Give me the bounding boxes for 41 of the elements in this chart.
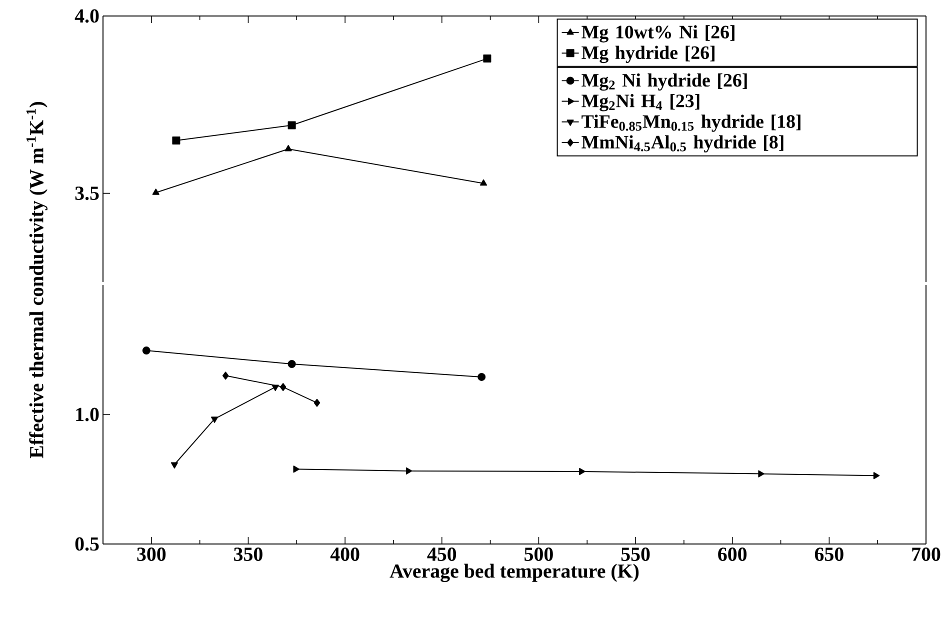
y-axis-title: Effective thermal conductivity (W m$^{-1}$K$^{-1}$)	[26, 102, 48, 458]
x-tick-label: 300	[137, 548, 166, 561]
point	[152, 188, 160, 195]
point	[758, 470, 764, 478]
legend-label: Mg$_{2}$ Ni hydride [26]	[582, 73, 747, 91]
x-tick-label: 500	[524, 548, 553, 561]
y-tick-label: 0.5	[75, 537, 99, 551]
point	[288, 360, 296, 368]
point	[873, 472, 880, 480]
point	[272, 384, 279, 392]
point	[406, 467, 412, 474]
point	[478, 372, 486, 381]
point	[293, 466, 300, 473]
x-tick-label: 650	[814, 548, 844, 561]
x-tick-label: 400	[330, 548, 360, 561]
x-tick-label: 350	[234, 548, 262, 561]
x-axis-title: Average bed temperature (K)	[390, 564, 639, 582]
legend-label: Mg$_{2}$Ni H$_{4}$ [23]	[582, 94, 700, 112]
point	[280, 383, 286, 392]
point	[579, 468, 586, 476]
x-tick-label: 450	[427, 548, 456, 561]
y-tick-label: 4.0	[74, 9, 99, 23]
point	[142, 346, 150, 355]
x-tick-label: 550	[621, 548, 650, 561]
point	[483, 54, 492, 63]
point	[284, 145, 292, 152]
legend-label: MmNi$_{4.5}$Al$_{0.5}$ hydride [8]	[582, 135, 784, 152]
point	[314, 398, 320, 407]
point	[172, 136, 180, 144]
legend-label: Mg hydride [26]	[582, 46, 714, 64]
legend-label: TiFe$_{0.85}$Mn$_{0.15}$ hydride [18]	[582, 114, 800, 132]
point	[288, 121, 296, 130]
point	[211, 416, 218, 423]
legend-label: Mg 10wt% Ni [26]	[582, 25, 734, 42]
x-tick-label: 700	[912, 548, 940, 561]
point	[170, 462, 178, 468]
x-tick-label: 600	[718, 548, 747, 561]
y-tick-label: 3.5	[75, 186, 99, 200]
y-tick-label: 1.0	[76, 408, 99, 422]
point	[222, 372, 229, 380]
point	[480, 179, 488, 186]
